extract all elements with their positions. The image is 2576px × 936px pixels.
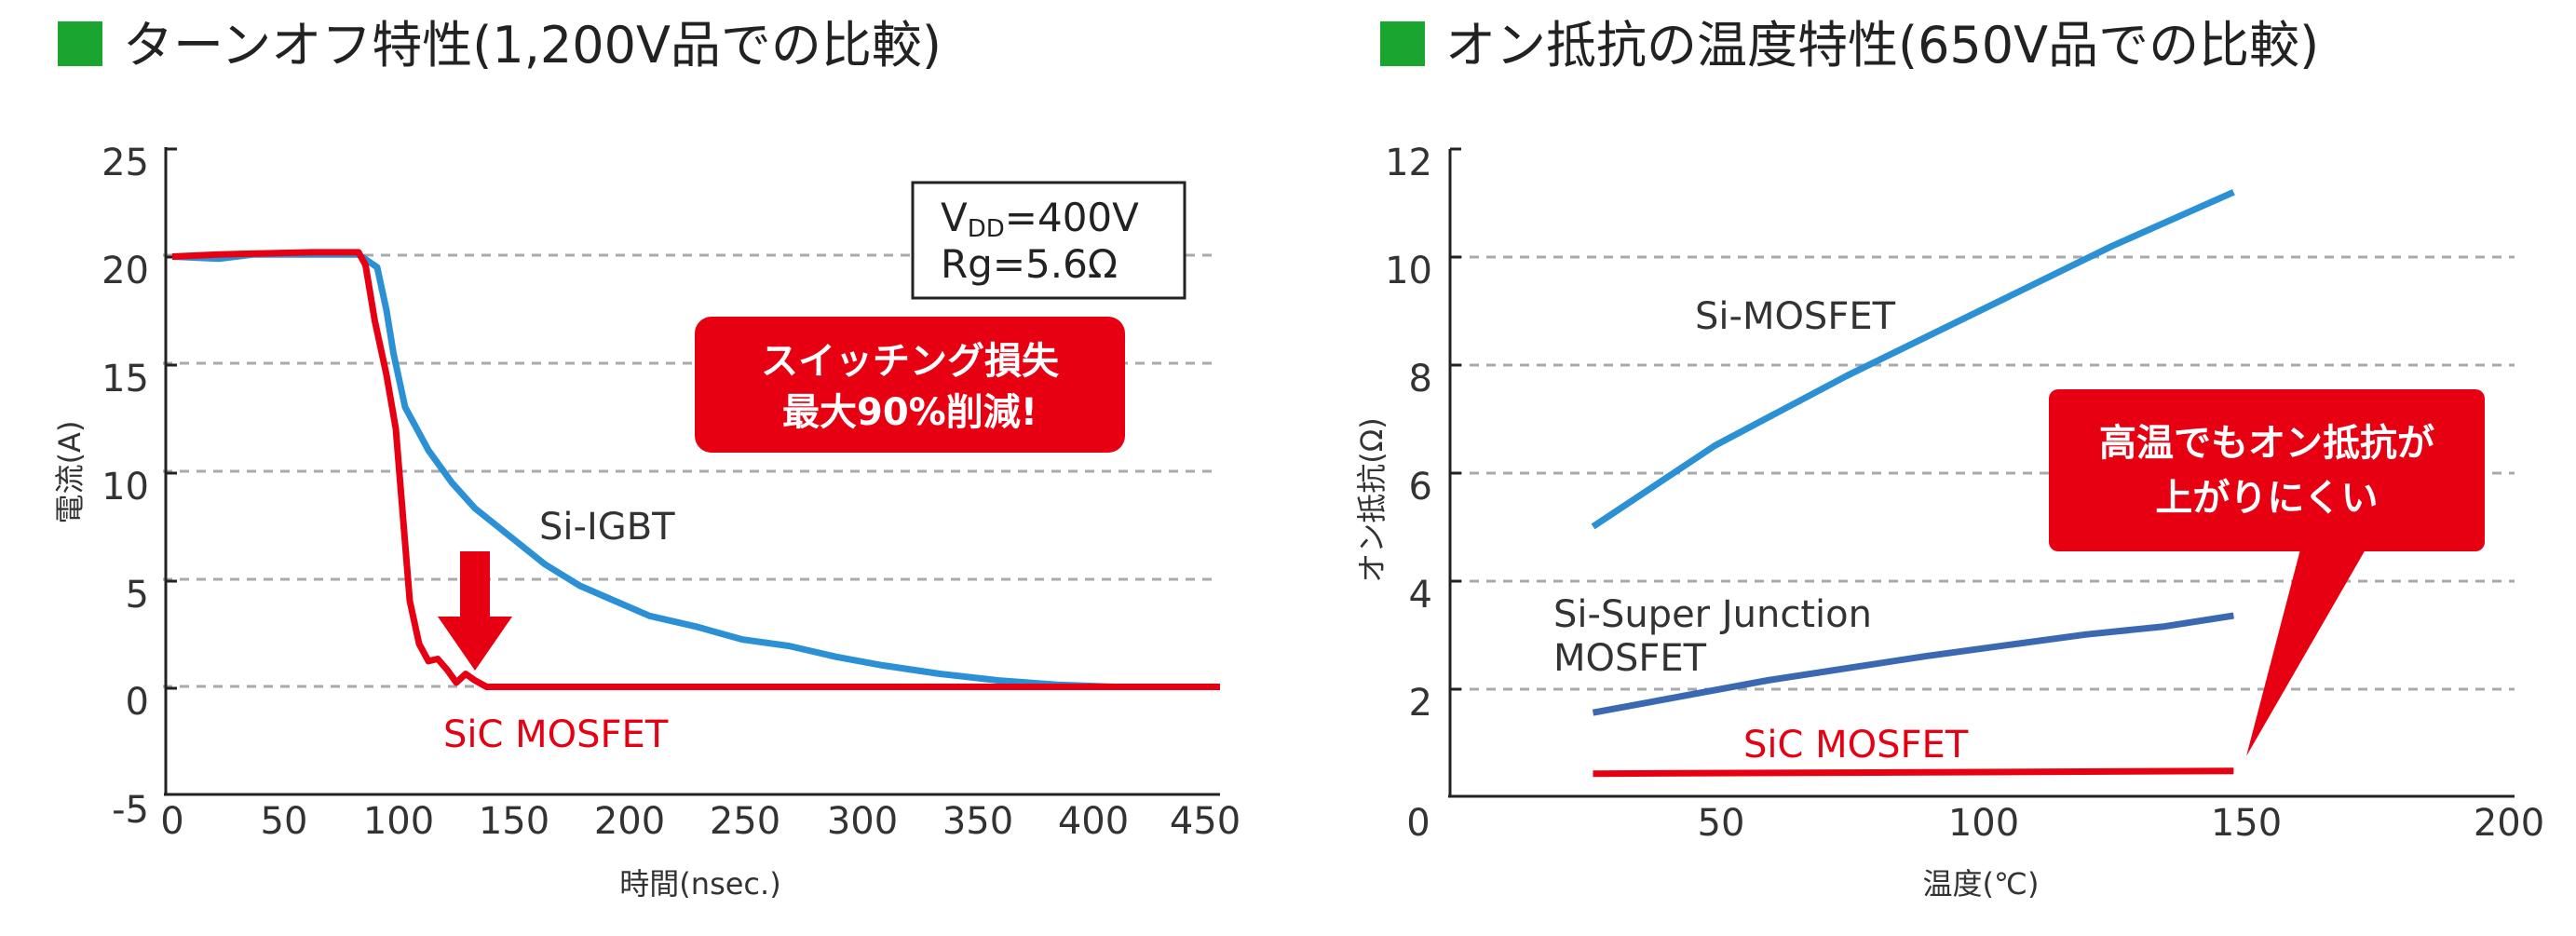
- x-tick-label: 150: [2211, 802, 2282, 845]
- resistance-callout-line1: 高温でもオン抵抗が: [2099, 422, 2434, 465]
- on-resistance-x-tick-labels: 0 50 100 150 200: [1406, 802, 2544, 845]
- y-tick-label: 8: [1409, 358, 1432, 400]
- x-tick-label: 250: [710, 800, 780, 843]
- loss-callout-line2: 最大90%削減!: [782, 391, 1037, 434]
- y-tick-label: 2: [1409, 682, 1432, 725]
- condition-box: VDD=400V Rg=5.6Ω: [911, 181, 1186, 300]
- sic-mosfet-turnoff-label: SiC MOSFET: [443, 713, 669, 756]
- y-tick-label: 12: [1385, 142, 1432, 184]
- on-resistance-chart-title: オン抵抗の温度特性(650V品での比較): [1445, 16, 2319, 75]
- y-tick-label: 0: [126, 681, 149, 724]
- on-resistance-y-axis-label: オン抵抗(Ω): [1354, 417, 1390, 582]
- x-tick-label: 200: [2474, 802, 2544, 845]
- si-mosfet-label: Si-MOSFET: [1695, 295, 1896, 338]
- resistance-callout-line2: 上がりにくい: [2155, 477, 2378, 520]
- loss-reduction-callout: スイッチング損失 最大90%削減!: [695, 317, 1125, 453]
- on-resistance-chart: オン抵抗の温度特性(650V品での比較) 12 10 8 6 4 2: [1354, 16, 2544, 902]
- on-resistance-y-tick-marks: [1450, 147, 1461, 691]
- y-tick-label: 10: [102, 466, 149, 509]
- si-super-junction-line: [1592, 612, 2234, 716]
- turnoff-x-tick-labels: 0 50 100 150 200 250 300 350 400 450: [160, 800, 1241, 843]
- turnoff-y-tick-labels: 25 20 15 10 5 0 -5: [102, 142, 149, 832]
- turnoff-y-axis-label: 電流(A): [52, 421, 88, 524]
- si-igbt-label: Si-IGBT: [539, 506, 675, 549]
- y-tick-label: 4: [1409, 574, 1432, 617]
- x-tick-label: 0: [160, 800, 183, 843]
- on-resistance-y-tick-labels: 12 10 8 6 4 2: [1385, 142, 1432, 725]
- title-square-icon: [58, 21, 102, 66]
- x-tick-label: 350: [942, 800, 1013, 843]
- x-tick-label: 450: [1170, 800, 1241, 843]
- turnoff-chart-title: ターンオフ特性(1,200V品での比較): [123, 16, 942, 75]
- sic-mosfet-turnoff-line: [171, 249, 1220, 690]
- si-super-junction-label-line2: MOSFET: [1553, 637, 1707, 680]
- x-tick-label: 150: [479, 800, 549, 843]
- x-tick-label: 50: [261, 800, 308, 843]
- y-tick-label: 15: [102, 358, 149, 400]
- condition-vdd: VDD=400V: [941, 195, 1139, 243]
- x-tick-label: 50: [1698, 802, 1745, 845]
- x-tick-label: 100: [363, 800, 434, 843]
- loss-callout-bubble: [695, 317, 1125, 453]
- x-tick-label: 400: [1058, 800, 1129, 843]
- condition-vdd-v: V: [941, 195, 968, 240]
- y-tick-label: 25: [102, 142, 149, 184]
- sic-mosfet-resistance-label: SiC MOSFET: [1743, 724, 1969, 766]
- x-tick-label: 0: [1406, 802, 1430, 845]
- loss-callout-line1: スイッチング損失: [761, 340, 1060, 383]
- y-tick-label: 6: [1409, 466, 1432, 509]
- resistance-callout-tail: [2246, 549, 2366, 756]
- turnoff-x-axis-label: 時間(nsec.): [619, 866, 780, 902]
- resistance-callout-bubble: [2049, 389, 2485, 551]
- x-tick-label: 300: [827, 800, 898, 843]
- x-tick-label: 200: [594, 800, 665, 843]
- on-resistance-x-axis-label: 温度(℃): [1923, 866, 2040, 902]
- x-tick-label: 100: [1948, 802, 2019, 845]
- y-tick-label: 5: [126, 574, 149, 617]
- condition-box-frame: [911, 181, 1186, 300]
- condition-vdd-value: =400V: [1005, 195, 1139, 240]
- y-tick-label: 10: [1385, 250, 1432, 292]
- si-super-junction-label-line1: Si-Super Junction: [1553, 593, 1872, 636]
- condition-vdd-sub: DD: [968, 215, 1005, 243]
- turnoff-chart: ターンオフ特性(1,200V品での比較) 25 20 15 10 5: [52, 16, 1241, 902]
- condition-rg: Rg=5.6Ω: [941, 241, 1118, 287]
- y-tick-label: 20: [102, 250, 149, 292]
- title-square-icon: [1380, 21, 1425, 66]
- resistance-callout: 高温でもオン抵抗が 上がりにくい: [2049, 389, 2485, 756]
- sic-mosfet-resistance-line: [1593, 767, 2234, 778]
- y-tick-label: -5: [112, 789, 149, 832]
- si-mosfet-line: [1591, 189, 2235, 530]
- turnoff-y-tick-marks: [166, 147, 177, 690]
- down-arrow-icon: [438, 551, 512, 671]
- on-resistance-gridlines: [1453, 255, 2515, 691]
